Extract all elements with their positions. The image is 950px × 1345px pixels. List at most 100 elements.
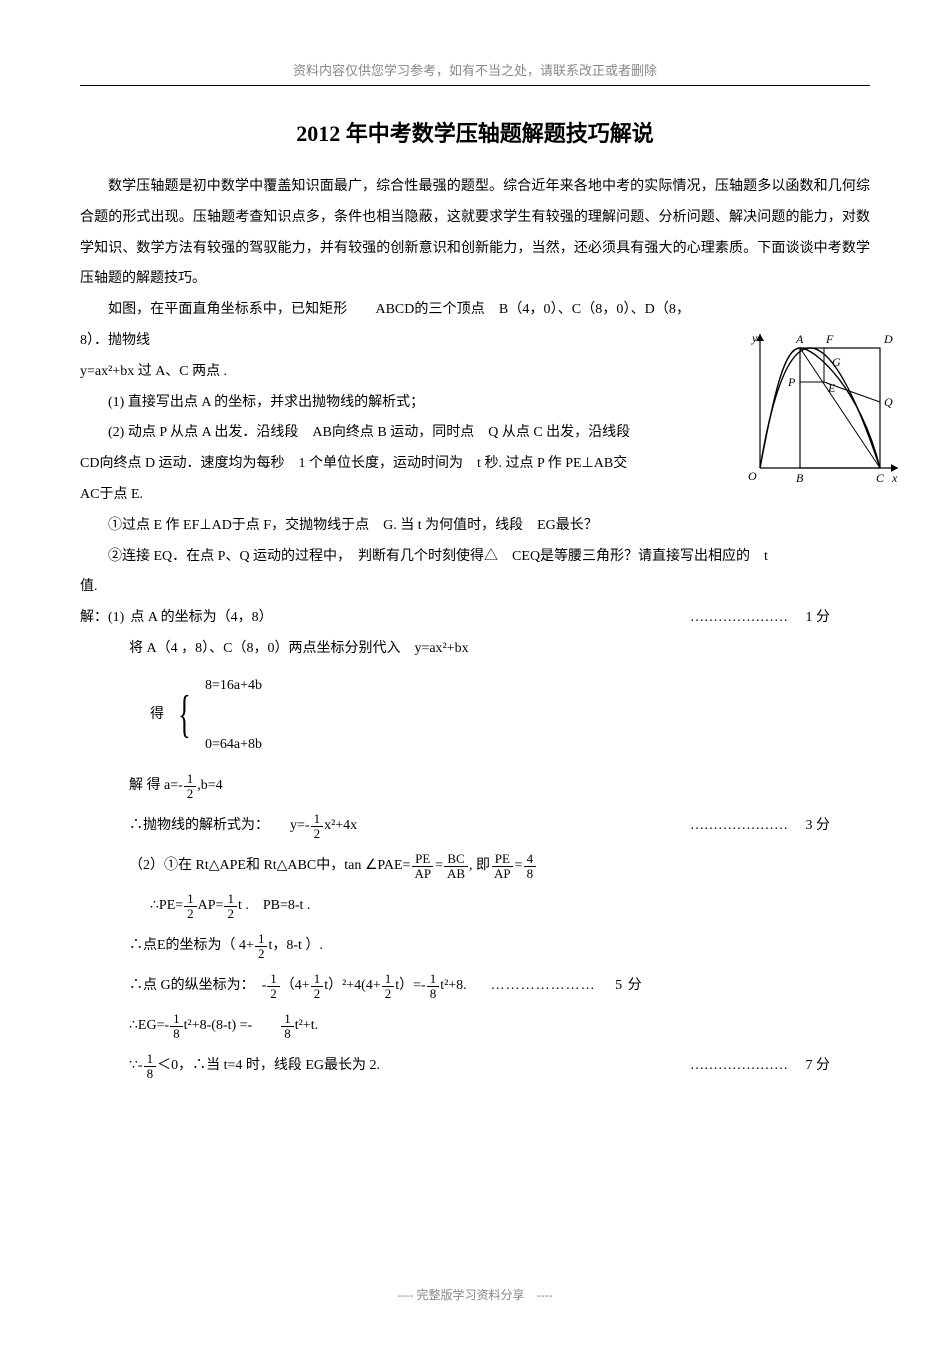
eg-line: ∴EG=- 18 t²+8-(8-t) =- 18 t²+t. [80,1006,870,1046]
den: 8 [144,1067,157,1081]
left-brace-icon: { [178,692,190,739]
num: 1 [311,972,324,987]
num: 1 [427,972,440,987]
label-G: G [832,355,841,369]
eg-post: t²+t. [295,1008,318,1044]
den: 2 [311,987,324,1001]
solution-line-2: 将 A（4 ，8）、C（8，0）两点坐标分别代入 y=ax²+bx [80,634,870,665]
label-x: x [891,471,898,485]
frac-half-7: 12 [311,972,324,1000]
frac-half-8: 12 [382,972,395,1000]
final-line: ∵- 18 ＜0，∴当 t=4 时，线段 EG最长为 2. ………………… 7 … [80,1046,870,1086]
label-F: F [825,332,834,346]
frac-eighth-3: 18 [281,1012,294,1040]
num: 1 [184,892,197,907]
g-mid3: t）=- [395,968,425,1004]
frac-bc-ab: BCAB [444,852,468,880]
label-y: y [751,331,758,345]
den: 2 [184,907,197,921]
g-pre: ∴点 G的纵坐标为： - [129,968,266,1004]
pe-line: ∴PE= 12 AP= 12 t . PB=8-t . [80,886,870,926]
sol-label: 解：(1) [80,603,124,634]
den: 8 [427,987,440,1001]
frac-half-6: 12 [267,972,280,1000]
num: 1 [144,1052,157,1067]
part2-tan-line: （2）①在 Rt△APE和 Rt△ABC中，tan ∠PAE= PEAP = B… [80,846,870,886]
den: 2 [311,827,324,841]
g-mid1: （4+ [281,968,310,1004]
num: 1 [170,1012,183,1027]
pe-post: t . PB=8-t . [238,888,310,924]
den: 8 [524,867,537,881]
den: AP [491,867,514,881]
label-O: O [748,469,757,483]
label-D: D [883,332,893,346]
den: 2 [267,987,280,1001]
score-1: ………………… 1 分 [690,603,870,634]
brace-equations: 8=16a+4b 0=64a+8b [205,671,262,761]
page-title: 2012 年中考数学压轴题解题技巧解说 [80,116,870,148]
pe-pre: ∴PE= [150,888,183,924]
pe-mid: AP= [198,888,224,924]
frac-4-8: 48 [524,852,537,880]
score-3: ………………… 3 分 [690,808,870,844]
sub-question-2b: 值. [80,572,870,603]
den: AB [444,867,468,881]
label-B: B [796,471,804,485]
num: 1 [255,932,268,947]
frac-half-2: 12 [311,812,324,840]
figure-svg: y A F D G P E Q O B C x [740,328,905,488]
final-mid: ＜0，∴当 t=4 时，线段 EG最长为 2. [157,1048,380,1084]
num: 4 [524,852,537,867]
num: PE [492,852,513,867]
parab-post: x²+4x [324,808,357,844]
sol2-text: 将 A（4 ，8）、C（8，0）两点坐标分别代入 y=ax²+bx [129,634,469,665]
label-P: P [787,375,796,389]
e-coord-pre: ∴点E的坐标为（ 4+ [129,928,254,964]
frac-eighth-1: 18 [427,972,440,1000]
coordinate-figure: y A F D G P E Q O B C x [740,328,905,488]
e-coord-line: ∴点E的坐标为（ 4+ 12 t，8-t ）. [80,926,870,966]
frac-pe-ap: PEAP [411,852,434,880]
den: 2 [255,947,268,961]
footer-note: ---- 完整版学习资料分享 ---- [0,1286,950,1303]
frac-pe-ap2: PEAP [491,852,514,880]
den: 2 [184,787,197,801]
num: BC [444,852,467,867]
eq-sign1: = [435,848,443,884]
den: 8 [170,1027,183,1041]
got-label: 得 [150,700,164,731]
den: 2 [224,907,237,921]
eq1: 8=16a+4b [205,671,262,702]
g-post: t²+8. [440,968,466,1004]
label-E: E [827,381,836,395]
solve-post: ,b=4 [197,768,222,804]
parab-pre: ∴抛物线的解析式为： y=- [129,808,310,844]
part2-pre: （2）①在 Rt△APE和 Rt△ABC中，tan ∠PAE= [129,848,410,884]
den: AP [411,867,434,881]
eg-mid: t²+8-(8-t) =- [184,1008,281,1044]
solution-block: 解：(1) 点 A 的坐标为（4，8） ………………… 1 分 将 A（4 ，8… [80,603,870,1086]
sub-question-2a: ②连接 EQ．在点 P、Q 运动的过程中， 判断有几个时刻使得△ CEQ是等腰三… [80,542,870,573]
frac-eighth-4: 18 [144,1052,157,1080]
num: 1 [224,892,237,907]
frac-half-4: 12 [224,892,237,920]
den: 2 [382,987,395,1001]
frac-half-3: 12 [184,892,197,920]
den: 8 [281,1027,294,1041]
g-coord-line: ∴点 G的纵坐标为： - 12 （4+ 12 t）²+4(4+ 12 t）=- … [80,966,870,1006]
frac-eighth-2: 18 [170,1012,183,1040]
sub-question-1: ①过点 E 作 EF⊥AD于点 F，交抛物线于点 G. 当 t 为何值时，线段 … [80,511,870,542]
num: 1 [184,772,197,787]
label-C: C [876,471,885,485]
brace-system: 得 { 8=16a+4b 0=64a+8b [80,671,870,761]
sol1-text: 点 A 的坐标为（4，8） [130,603,272,634]
eq2: 0=64a+8b [205,730,262,761]
ie-label: , 即 [469,848,490,884]
frac-half-1: 12 [184,772,197,800]
header-note: 资料内容仅供您学习参考，如有不当之处，请联系改正或者删除 [80,60,870,79]
g-mid2: t）²+4(4+ [324,968,381,1004]
num: 1 [382,972,395,987]
frac-half-5: 12 [255,932,268,960]
label-Q: Q [884,395,893,409]
